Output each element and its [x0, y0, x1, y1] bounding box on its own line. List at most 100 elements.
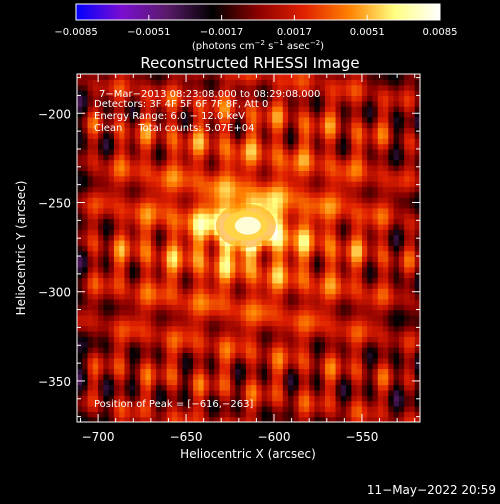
heatmap-cell: [351, 266, 358, 273]
heatmap-cell: [361, 148, 368, 155]
heatmap-cell: [356, 143, 363, 150]
heatmap-cell: [325, 229, 331, 236]
heatmap-cell: [367, 288, 374, 295]
heatmap-cell: [325, 181, 331, 188]
heatmap-cell: [314, 111, 321, 118]
heatmap-cell: [198, 95, 205, 102]
heatmap-cell: [335, 122, 342, 129]
heatmap-cell: [409, 282, 416, 289]
heatmap-cell: [388, 298, 395, 305]
heatmap-cell: [135, 218, 141, 225]
heatmap-cell: [161, 116, 168, 123]
heatmap-cell: [108, 111, 115, 118]
heatmap-cell: [245, 116, 252, 123]
heatmap-cell: [414, 74, 420, 80]
heatmap-cell: [266, 138, 273, 145]
heatmap-cell: [203, 336, 210, 343]
heatmap-cell: [377, 320, 384, 327]
heatmap-cell: [309, 379, 316, 386]
heatmap-cell: [240, 256, 247, 262]
heatmap-cell: [372, 416, 379, 422]
heatmap-cell: [92, 213, 99, 220]
heatmap-cell: [288, 186, 294, 193]
heatmap-cell: [272, 175, 279, 182]
heatmap-cell: [314, 368, 321, 375]
heatmap-cell: [224, 84, 231, 91]
heatmap-cell: [156, 95, 163, 102]
heatmap-cell: [293, 218, 300, 225]
heatmap-cell: [193, 336, 199, 343]
heatmap-cell: [298, 218, 305, 225]
heatmap-cell: [219, 74, 226, 80]
heatmap-cell: [367, 223, 374, 230]
heatmap-cell: [103, 229, 110, 236]
heatmap-cell: [282, 400, 289, 407]
heatmap-cell: [87, 314, 94, 321]
heatmap-cell: [388, 229, 395, 236]
heatmap-cell: [251, 181, 258, 188]
heatmap-cell: [92, 143, 99, 150]
heatmap-cell: [240, 84, 247, 91]
heatmap-cell: [124, 186, 131, 193]
heatmap-cell: [135, 261, 141, 268]
heatmap-cell: [171, 186, 178, 193]
heatmap-cell: [383, 256, 389, 262]
heatmap-cell: [266, 341, 273, 348]
heatmap-cell: [404, 143, 411, 150]
heatmap-cell: [393, 159, 400, 166]
heatmap-cell: [372, 400, 379, 407]
heatmap-cell: [251, 122, 258, 129]
heatmap-cell: [187, 122, 194, 129]
heatmap-cell: [208, 165, 215, 171]
heatmap-cell: [103, 411, 110, 418]
heatmap-cell: [214, 389, 221, 396]
heatmap-cell: [340, 330, 347, 337]
heatmap-cell: [108, 74, 115, 80]
heatmap-cell: [124, 74, 131, 80]
heatmap-cell: [98, 191, 104, 198]
heatmap-cell: [414, 395, 420, 402]
heatmap-cell: [208, 106, 215, 113]
heatmap-cell: [351, 282, 358, 289]
heatmap-cell: [298, 207, 305, 214]
heatmap-cell: [171, 379, 178, 386]
heatmap-cell: [356, 368, 363, 375]
heatmap-cell: [277, 373, 284, 380]
heatmap-cell: [92, 170, 99, 177]
heatmap-cell: [309, 330, 316, 337]
heatmap-cell: [393, 165, 400, 171]
heatmap-cell: [119, 389, 126, 396]
heatmap-cell: [171, 213, 178, 220]
heatmap-cell: [309, 336, 316, 343]
heatmap-cell: [182, 395, 189, 402]
heatmap-cell: [240, 330, 247, 337]
heatmap-cell: [135, 352, 141, 359]
heatmap-cell: [140, 159, 147, 166]
heatmap-cell: [224, 379, 231, 386]
heatmap-cell: [177, 111, 184, 118]
heatmap-cell: [361, 250, 368, 257]
heatmap-cell: [251, 400, 258, 407]
heatmap-cell: [346, 116, 352, 123]
heatmap-cell: [145, 347, 152, 353]
heatmap-cell: [335, 213, 342, 220]
heatmap-cell: [335, 148, 342, 155]
heatmap-cell: [161, 384, 168, 391]
heatmap-cell: [219, 256, 226, 262]
heatmap-cell: [398, 239, 405, 246]
heatmap-cell: [124, 197, 131, 204]
heatmap-cell: [145, 395, 152, 402]
heatmap-cell: [367, 266, 374, 273]
heatmap-cell: [393, 330, 400, 337]
heatmap-cell: [224, 100, 231, 107]
heatmap-cell: [282, 282, 289, 289]
heatmap-cell: [272, 138, 279, 145]
heatmap-cell: [161, 298, 168, 305]
heatmap-cell: [319, 347, 326, 353]
heatmap-cell: [156, 363, 163, 370]
heatmap-cell: [77, 229, 83, 236]
heatmap-cell: [356, 352, 363, 359]
heatmap-cell: [224, 95, 231, 102]
heatmap-cell: [182, 223, 189, 230]
heatmap-cell: [330, 347, 337, 353]
